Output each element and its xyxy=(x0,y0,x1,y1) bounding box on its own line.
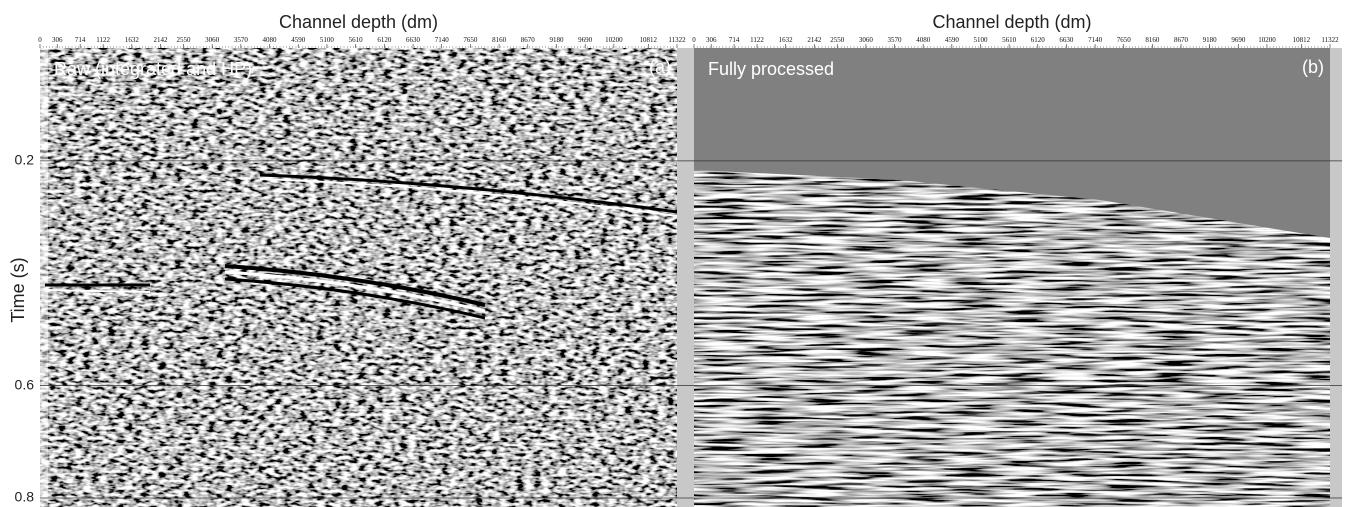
panel-gap xyxy=(677,48,694,507)
x-tick-label: 11322 xyxy=(1321,36,1339,44)
x-tick-label: 5100 xyxy=(320,36,335,44)
y-tick-label: 0.8 xyxy=(15,489,35,505)
x-tick-label: 7650 xyxy=(463,36,478,44)
x-tick-label: 306 xyxy=(52,36,63,44)
x-tick-label: 6120 xyxy=(377,36,392,44)
x-tick-label: 2142 xyxy=(154,36,169,44)
x-tick-label: 7140 xyxy=(1088,36,1103,44)
x-tick-label: 2550 xyxy=(176,36,191,44)
x-tick-label: 4080 xyxy=(263,36,278,44)
panel-edge xyxy=(1330,48,1342,507)
x-tick-label: 7140 xyxy=(435,36,450,44)
x-tick-label: 3060 xyxy=(205,36,220,44)
x-tick-label: 8160 xyxy=(492,36,507,44)
panel-tag: (a) xyxy=(649,57,671,77)
x-tick-label: 3060 xyxy=(859,36,874,44)
x-tick-label: 4590 xyxy=(945,36,960,44)
x-tick-label: 3570 xyxy=(234,36,249,44)
x-tick-label: 3570 xyxy=(888,36,903,44)
x-tick-label: 9690 xyxy=(1231,36,1246,44)
x-tick-label: 9180 xyxy=(1203,36,1218,44)
x-tick-label: 10200 xyxy=(605,36,623,44)
x-tick-label: 1632 xyxy=(125,36,140,44)
x-tick-label: 1632 xyxy=(779,36,794,44)
seismic-texture xyxy=(40,48,677,507)
x-tick-label: 10200 xyxy=(1258,36,1276,44)
x-tick-label: 8160 xyxy=(1145,36,1160,44)
x-tick-label: 0 xyxy=(692,36,696,44)
x-tick-label: 11322 xyxy=(668,36,686,44)
x-tick-label: 10812 xyxy=(640,36,658,44)
x-tick-label: 8670 xyxy=(521,36,536,44)
x-tick-label: 714 xyxy=(729,36,740,44)
seismic-panel-b xyxy=(694,48,1330,507)
seismic-panel-a xyxy=(40,48,677,507)
x-tick-label: 8670 xyxy=(1174,36,1189,44)
x-tick-label: 4590 xyxy=(291,36,306,44)
panel-label: Raw (integrated and HP) xyxy=(54,59,252,79)
x-tick-label: 5610 xyxy=(1002,36,1017,44)
x-tick-label: 5610 xyxy=(349,36,364,44)
x-tick-label: 6120 xyxy=(1031,36,1046,44)
x-tick-label: 5100 xyxy=(973,36,988,44)
figure: Channel depth (dm) 0 306 714 1122 1632 2142 255… xyxy=(0,0,1352,507)
x-tick-label: 2142 xyxy=(807,36,822,44)
panel-label: Fully processed xyxy=(708,59,834,79)
x-tick-label: 9180 xyxy=(549,36,564,44)
axis-title: Channel depth (dm) xyxy=(279,12,438,32)
x-tick-label: 6630 xyxy=(406,36,421,44)
x-tick-label: 2550 xyxy=(830,36,845,44)
y-tick-label: 0.6 xyxy=(15,376,35,392)
x-tick-label: 306 xyxy=(706,36,717,44)
x-tick-label: 9690 xyxy=(578,36,593,44)
x-tick-label: 0 xyxy=(38,36,42,44)
x-tick-label: 1122 xyxy=(750,36,764,44)
x-tick-label: 4080 xyxy=(916,36,931,44)
x-tick-label: 7650 xyxy=(1117,36,1132,44)
panel-tag: (b) xyxy=(1302,57,1324,77)
axis-title: Channel depth (dm) xyxy=(932,12,1091,32)
edge-strip xyxy=(40,48,48,507)
x-tick-label: 10812 xyxy=(1293,36,1311,44)
x-tick-label: 714 xyxy=(75,36,86,44)
x-tick-label: 1122 xyxy=(96,36,110,44)
y-tick-label: 0.2 xyxy=(15,152,35,168)
y-axis-title: Time (s) xyxy=(8,257,28,322)
x-tick-label: 6630 xyxy=(1059,36,1074,44)
